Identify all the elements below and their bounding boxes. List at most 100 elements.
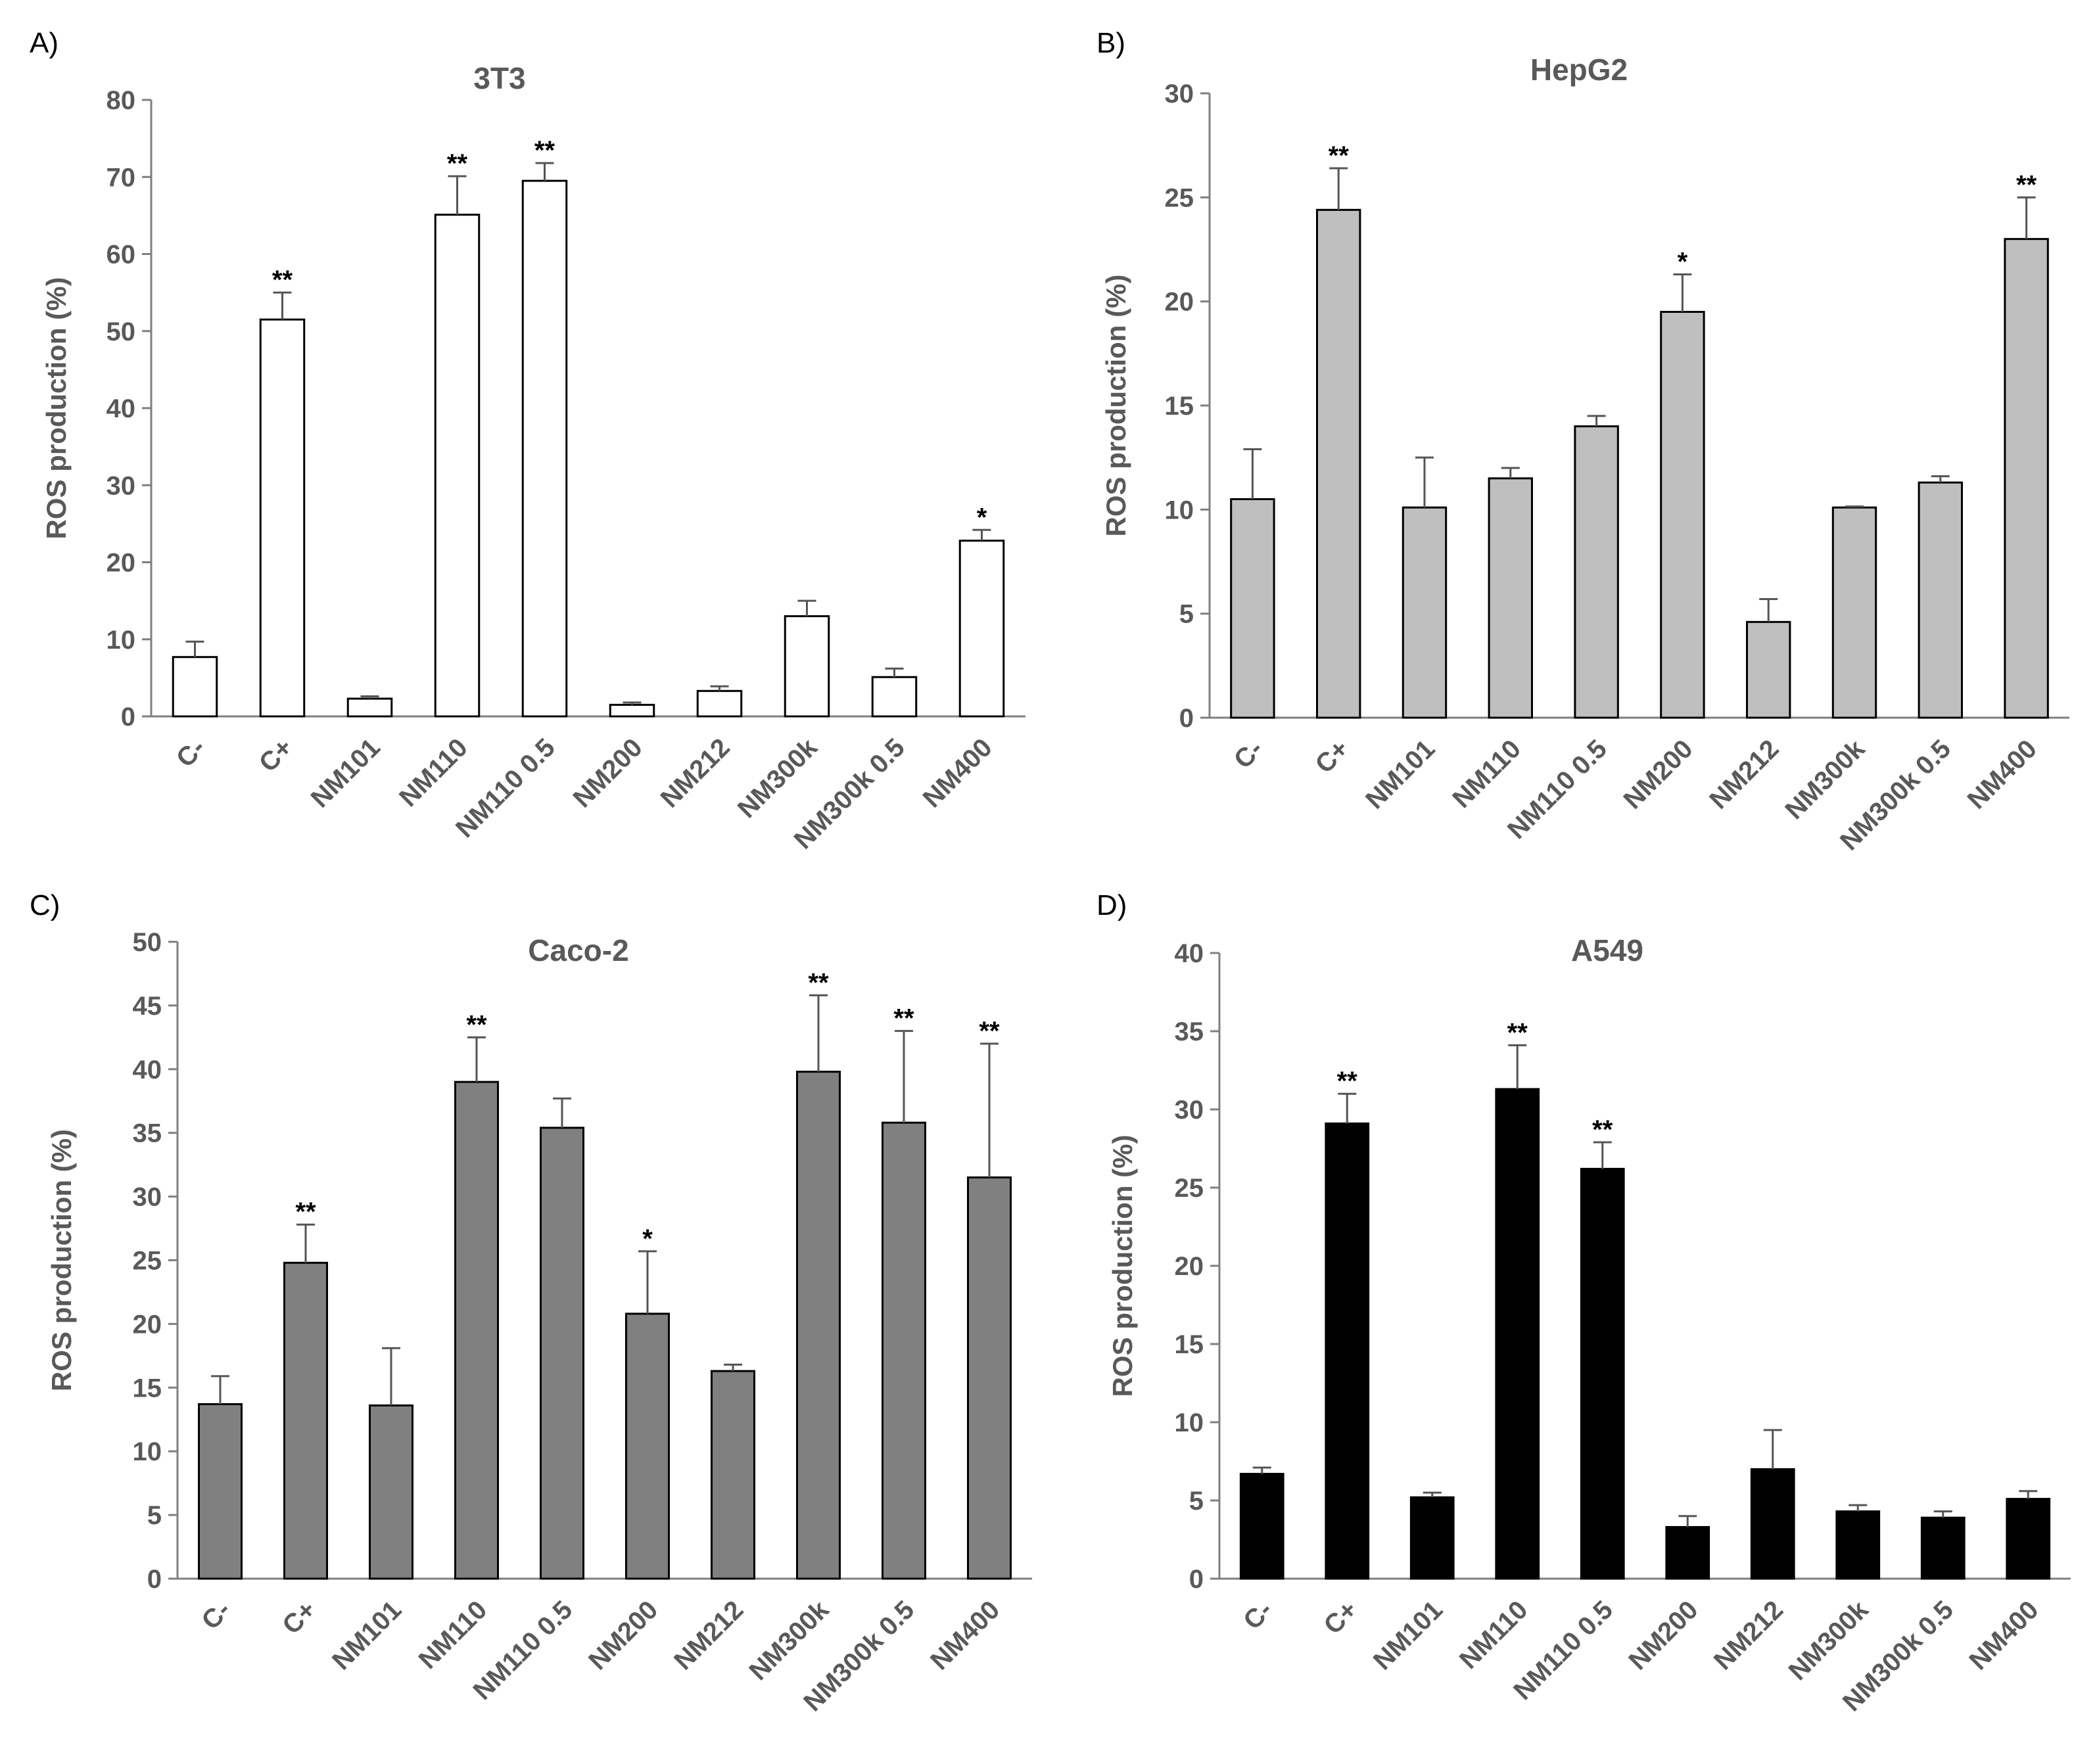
y-tick-label: 40 bbox=[133, 1056, 162, 1084]
bar bbox=[784, 615, 830, 718]
y-tick-label: 50 bbox=[133, 928, 162, 957]
x-tick-label: NM212 bbox=[1708, 1595, 1789, 1675]
y-tick-label: 50 bbox=[106, 317, 136, 346]
bar bbox=[172, 656, 218, 718]
y-tick-label: 15 bbox=[1175, 1330, 1204, 1359]
y-tick-label: 10 bbox=[106, 626, 136, 655]
chart-title: HepG2 bbox=[1530, 53, 1628, 87]
x-tick-label: NM110 bbox=[1454, 1595, 1534, 1675]
significance-marker: * bbox=[977, 503, 987, 532]
x-tick-label: NM101 bbox=[1360, 734, 1440, 814]
y-tick-label: 40 bbox=[1175, 939, 1204, 968]
y-tick-label: 5 bbox=[147, 1501, 162, 1530]
x-tick-label: C+ bbox=[1310, 734, 1355, 779]
bar bbox=[1835, 1510, 1881, 1580]
bar bbox=[1316, 208, 1361, 719]
x-tick-label: NM400 bbox=[1962, 734, 2042, 814]
x-tick-label: NM300k bbox=[1779, 734, 1871, 825]
bar bbox=[369, 1404, 413, 1580]
bar bbox=[1230, 498, 1275, 719]
chart-panel-3: C) Caco-2 ROS production (%) 0 5 10 15 20 25 30 35… bbox=[30, 889, 1032, 1717]
x-tick-label: NM200 bbox=[583, 1595, 663, 1675]
y-tick-label: 20 bbox=[133, 1310, 162, 1339]
bar bbox=[871, 676, 918, 718]
bar bbox=[1495, 1088, 1540, 1580]
y-tick-label: 0 bbox=[1189, 1565, 1204, 1594]
chart-panel-2: B) HepG2 ROS production (%) 0 5 10 15 20 25 30 C- *… bbox=[1096, 27, 2069, 856]
y-tick-label: 5 bbox=[1189, 1487, 1204, 1516]
significance-marker: ** bbox=[893, 1004, 914, 1033]
bar bbox=[283, 1261, 328, 1580]
panel-letter: D) bbox=[1096, 889, 1127, 921]
bar bbox=[521, 179, 568, 718]
x-tick-label: C- bbox=[171, 733, 211, 773]
bar bbox=[958, 540, 1005, 718]
y-tick-label: 10 bbox=[133, 1437, 162, 1466]
bar bbox=[1665, 1525, 1710, 1580]
y-tick-label: 35 bbox=[133, 1119, 162, 1148]
chart-panel-1: A) 3T3 ROS production (%) 0 10 20 30 40 50 60 70 80… bbox=[30, 27, 1025, 854]
significance-marker: ** bbox=[1507, 1018, 1528, 1047]
x-tick-label: NM110 bbox=[413, 1595, 493, 1675]
y-axis-label: ROS production (%) bbox=[41, 277, 72, 540]
bar bbox=[1574, 425, 1619, 719]
y-tick-label: 10 bbox=[1175, 1408, 1204, 1437]
y-tick-label: 60 bbox=[106, 241, 136, 269]
significance-marker: ** bbox=[1592, 1115, 1613, 1144]
panel-letter: C) bbox=[30, 889, 60, 921]
x-tick-label: NM212 bbox=[1704, 734, 1784, 814]
y-tick-label: 25 bbox=[1175, 1174, 1204, 1203]
bar bbox=[711, 1370, 755, 1580]
y-tick-label: 70 bbox=[106, 163, 136, 192]
x-tick-label: C+ bbox=[277, 1595, 321, 1640]
x-tick-label: NM212 bbox=[655, 733, 736, 813]
significance-marker: ** bbox=[1337, 1067, 1358, 1096]
y-tick-label: 25 bbox=[133, 1247, 162, 1276]
y-axis-label: ROS production (%) bbox=[1107, 1135, 1138, 1397]
bar bbox=[1918, 481, 1964, 719]
y-tick-label: 30 bbox=[1175, 1096, 1204, 1125]
bar bbox=[625, 1312, 670, 1580]
x-tick-label: NM200 bbox=[1618, 734, 1698, 814]
chart-panel-4: D) A549 ROS production (%) 0 5 10 15 20 25 30 35 40… bbox=[1096, 889, 2071, 1717]
chart-title: A549 bbox=[1571, 933, 1643, 967]
x-tick-label: C+ bbox=[254, 733, 298, 778]
y-tick-label: 80 bbox=[106, 86, 136, 115]
x-tick-label: NM300k bbox=[732, 733, 824, 824]
y-tick-label: 0 bbox=[121, 703, 135, 731]
y-tick-label: 20 bbox=[1165, 288, 1194, 317]
y-tick-label: 35 bbox=[1175, 1017, 1204, 1046]
x-tick-label: NM400 bbox=[918, 733, 998, 813]
x-tick-label: C- bbox=[1229, 734, 1269, 774]
x-tick-label: NM110 bbox=[1447, 734, 1526, 814]
significance-marker: ** bbox=[1329, 141, 1350, 170]
y-tick-label: 30 bbox=[106, 471, 136, 500]
bar bbox=[198, 1403, 243, 1580]
x-tick-label: NM101 bbox=[1368, 1595, 1448, 1675]
bar bbox=[1660, 311, 1705, 719]
y-tick-label: 30 bbox=[133, 1183, 162, 1212]
x-tick-label: C- bbox=[196, 1595, 236, 1635]
bar bbox=[1746, 620, 1791, 719]
x-tick-label: NM300k bbox=[743, 1595, 835, 1686]
x-tick-label: NM101 bbox=[306, 733, 386, 813]
bar bbox=[1580, 1167, 1625, 1580]
bar bbox=[540, 1126, 584, 1580]
bar bbox=[259, 318, 306, 718]
x-tick-label: NM110 bbox=[394, 733, 473, 812]
x-tick-label: C+ bbox=[1319, 1595, 1363, 1640]
bar bbox=[1325, 1122, 1370, 1580]
bar bbox=[2006, 1498, 2051, 1580]
significance-marker: ** bbox=[447, 149, 468, 178]
panel-letter: B) bbox=[1096, 27, 1125, 59]
x-tick-label: NM101 bbox=[327, 1595, 407, 1675]
x-tick-label: NM200 bbox=[568, 733, 648, 813]
bar bbox=[1750, 1468, 1795, 1580]
x-tick-label: NM212 bbox=[669, 1595, 749, 1675]
x-tick-label: NM400 bbox=[1964, 1595, 2044, 1675]
chart-title: 3T3 bbox=[473, 61, 525, 95]
bar bbox=[609, 703, 655, 718]
y-axis-label: ROS production (%) bbox=[46, 1129, 77, 1391]
bar bbox=[796, 1071, 841, 1580]
y-tick-label: 20 bbox=[1175, 1252, 1204, 1281]
